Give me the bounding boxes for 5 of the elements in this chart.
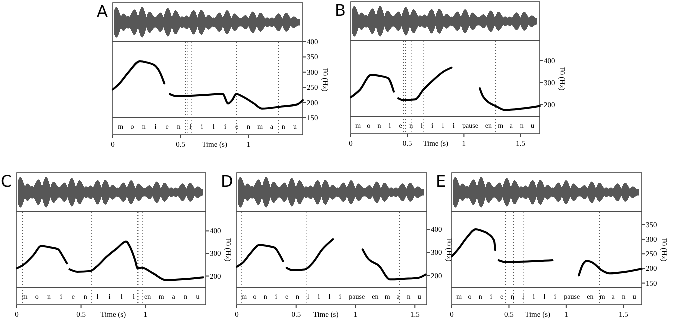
chart-title: E (436, 172, 446, 191)
chart-title: A (97, 2, 108, 21)
chart-title: B (335, 1, 346, 20)
chart-title: D (221, 172, 234, 191)
chart-title: C (1, 172, 12, 191)
